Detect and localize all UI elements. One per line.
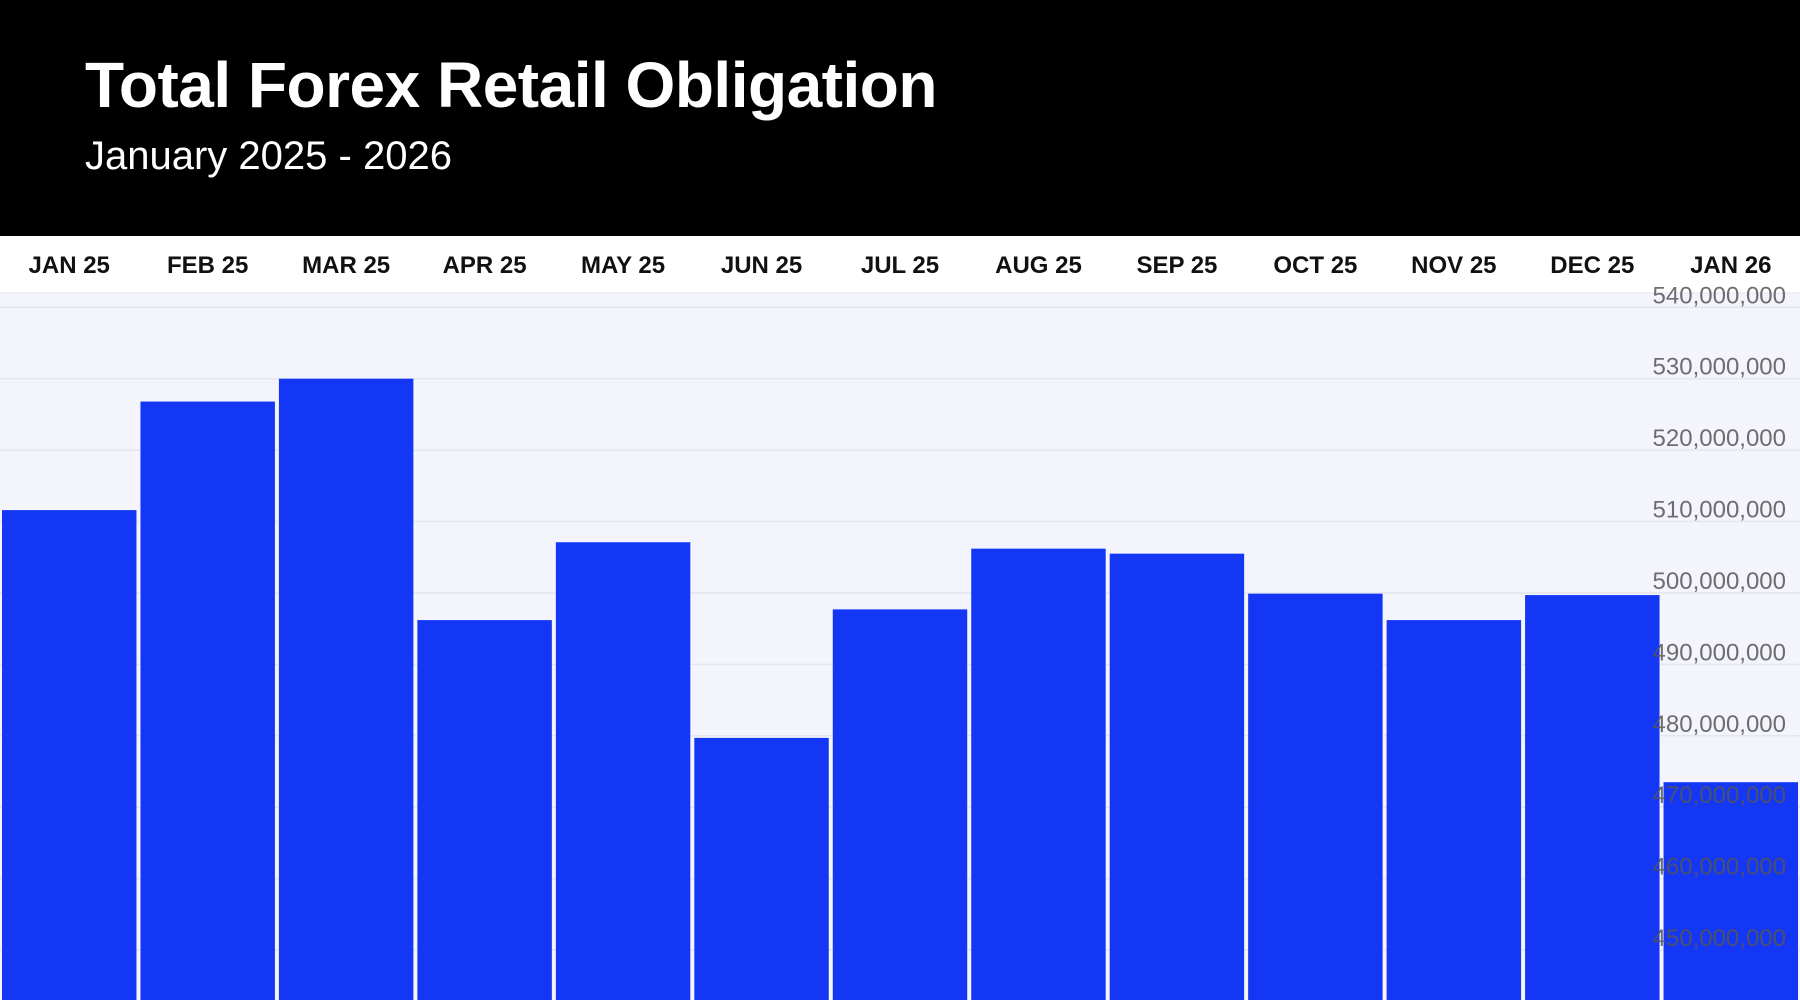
y-tick-label: 480,000,000: [1653, 711, 1786, 738]
bar-mar-25: [278, 378, 414, 1000]
y-tick-label: 520,000,000: [1653, 425, 1786, 452]
chart-header: Total Forex Retail Obligation January 20…: [0, 0, 1800, 236]
category-label: JUN 25: [721, 252, 802, 279]
category-axis-strip: [0, 236, 1800, 293]
category-label: AUG 25: [995, 252, 1082, 279]
category-label: JUL 25: [861, 252, 939, 279]
y-tick-label: 470,000,000: [1653, 782, 1786, 809]
category-label: JAN 26: [1690, 252, 1771, 279]
category-label: MAY 25: [581, 252, 665, 279]
bar-feb-25: [140, 401, 275, 1000]
bar-sep-25: [1109, 553, 1245, 1000]
y-tick-label: 510,000,000: [1653, 497, 1786, 524]
category-label: APR 25: [443, 252, 527, 279]
bar-nov-25: [1386, 620, 1522, 1000]
bar-jan-25: [2, 510, 137, 1000]
y-tick-label: 500,000,000: [1653, 568, 1786, 595]
bar-jan-26: [1663, 782, 1798, 1000]
category-label: OCT 25: [1273, 252, 1357, 279]
chart-title: Total Forex Retail Obligation: [85, 49, 937, 121]
bar-jul-25: [832, 609, 968, 1000]
bar-jun-25: [694, 737, 829, 1000]
y-tick-label: 490,000,000: [1653, 639, 1786, 666]
category-label: DEC 25: [1550, 252, 1634, 279]
bar-dec-25: [1525, 595, 1660, 1000]
bar-oct-25: [1248, 593, 1383, 1000]
y-tick-label: 540,000,000: [1653, 282, 1786, 309]
category-label: MAR 25: [302, 252, 390, 279]
category-label: JAN 25: [29, 252, 110, 279]
chart-subtitle: January 2025 - 2026: [85, 134, 452, 178]
category-label: FEB 25: [167, 252, 248, 279]
y-tick-label: 460,000,000: [1653, 854, 1786, 881]
bar-aug-25: [971, 548, 1106, 1000]
bar-chart-svg: JAN 25 FEB 25 MAR 25 APR 25 MAY 25 JUN 25 JUL …: [0, 236, 1800, 1000]
category-label: SEP 25: [1136, 252, 1217, 279]
y-tick-label: 450,000,000: [1653, 925, 1786, 952]
bar-may-25: [555, 542, 691, 1000]
category-label: NOV 25: [1411, 252, 1496, 279]
y-tick-label: 530,000,000: [1653, 354, 1786, 381]
bar-chart: JAN 25 FEB 25 MAR 25 APR 25 MAY 25 JUN 25 JUL …: [0, 236, 1800, 1000]
bar-apr-25: [417, 620, 552, 1000]
